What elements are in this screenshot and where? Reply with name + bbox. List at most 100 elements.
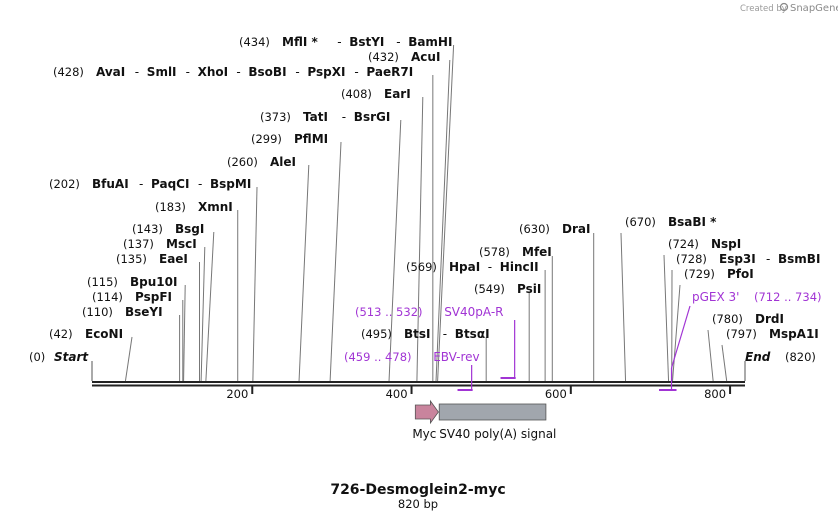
enzyme-position: (670) xyxy=(625,215,656,229)
enzyme-site-eaei[interactable]: (135) EaeI xyxy=(116,252,188,266)
enzyme-position: (434) xyxy=(239,35,270,49)
primer-name: EBV-rev xyxy=(433,350,479,364)
enzyme-position: (110) xyxy=(82,305,113,319)
enzyme-labels: (434) MflI * - BstYI - BamHI(432) AcuI(428) Ava… xyxy=(29,35,820,364)
enzyme-name: BspMI xyxy=(210,177,251,191)
enzyme-position: (260) xyxy=(227,155,258,169)
enzyme-site-mspa1i[interactable]: (797) MspA1I xyxy=(726,327,819,341)
enzyme-site-econi[interactable]: (42) EcoNI xyxy=(49,327,123,341)
enzyme-site-nspi[interactable]: (724) NspI xyxy=(668,237,741,251)
cut-line xyxy=(200,246,206,382)
enzyme-name: TatI xyxy=(303,110,328,124)
enzyme-separator: - xyxy=(354,65,358,79)
enzyme-name: SmlI xyxy=(147,65,177,79)
enzyme-name: MscI xyxy=(166,237,197,251)
primer-name: pGEX 3' xyxy=(692,290,739,304)
primer-name: SV40pA-R xyxy=(444,305,503,319)
enzyme-site-psii[interactable]: (549) PsiI xyxy=(474,282,541,296)
enzyme-site-xmni[interactable]: (183) XmnI xyxy=(155,200,233,214)
enzyme-name: AvaI xyxy=(96,65,125,79)
enzyme-site-alei[interactable]: (260) AleI xyxy=(227,155,296,169)
enzyme-name: MfeI xyxy=(522,245,552,259)
enzyme-site-end[interactable]: (820) End xyxy=(745,350,816,364)
enzyme-site-bsabi[interactable]: (670) BsaBI * xyxy=(625,215,717,229)
enzyme-name: AcuI xyxy=(411,50,440,64)
primer-pgex-3-[interactable]: pGEX 3' (712 .. 734) xyxy=(658,290,822,391)
enzyme-position: (428) xyxy=(53,65,84,79)
enzyme-name: BsmBI xyxy=(778,252,820,266)
primer-position: (712 .. 734) xyxy=(754,290,822,304)
enzyme-name: BamHI xyxy=(408,35,452,49)
enzyme-site-pfoi[interactable]: (729) PfoI xyxy=(684,267,754,281)
enzyme-lines xyxy=(91,44,746,382)
enzyme-name: NspI xyxy=(711,237,741,251)
enzyme-site-pflmi[interactable]: (299) PflMI xyxy=(251,132,328,146)
enzyme-name: MflI * xyxy=(282,35,318,49)
enzyme-position: (495) xyxy=(361,327,392,341)
enzyme-site-mfei[interactable]: (578) MfeI xyxy=(479,245,552,259)
snapgene-brand: SnapGene xyxy=(790,3,838,14)
feature-label: Myc xyxy=(412,427,436,441)
enzyme-name: PflMI xyxy=(294,132,328,146)
enzyme-site-bfuai[interactable]: (202) BfuAI - PaqCI - BspMI xyxy=(49,177,251,191)
enzyme-site-btsi[interactable]: (495) BtsI - BtsαI xyxy=(361,327,490,341)
enzyme-site-bsgi[interactable]: (143) BsgI xyxy=(132,222,204,236)
ruler-tick-label: 400 xyxy=(386,387,408,401)
enzyme-separator: - xyxy=(766,252,770,266)
enzyme-separator: - xyxy=(186,65,190,79)
enzyme-position: (408) xyxy=(341,87,372,101)
enzyme-position: (569) xyxy=(406,260,437,274)
ruler-tick-label: 800 xyxy=(704,387,726,401)
enzyme-position: (373) xyxy=(260,110,291,124)
enzyme-name: PfoI xyxy=(727,267,754,281)
enzyme-site-acui[interactable]: (432) AcuI xyxy=(368,50,440,64)
enzyme-separator: - xyxy=(337,35,341,49)
enzyme-site-avai[interactable]: (428) AvaI - SmlI - XhoI - BsoBI - PspXI - PaeR7I xyxy=(53,65,413,79)
enzyme-site-esp3i[interactable]: (728) Esp3I - BsmBI xyxy=(676,252,820,266)
enzyme-site-start[interactable]: (0) Start xyxy=(29,350,89,364)
enzyme-site-msci[interactable]: (137) MscI xyxy=(123,237,197,251)
enzyme-site-eari[interactable]: (408) EarI xyxy=(341,87,411,101)
enzyme-separator: - xyxy=(236,65,240,79)
cut-line xyxy=(435,59,451,382)
enzyme-position: (780) xyxy=(712,312,743,326)
enzyme-name: PspFI xyxy=(135,290,172,304)
map-title: 726-Desmoglein2-myc xyxy=(330,482,505,498)
enzyme-site-drai[interactable]: (630) DraI xyxy=(519,222,590,236)
enzyme-site-drdi[interactable]: (780) DrdI xyxy=(712,312,784,326)
enzyme-site-bpu10i[interactable]: (115) Bpu10I xyxy=(87,275,177,289)
enzyme-name: EarI xyxy=(384,87,411,101)
enzyme-site-mfli[interactable]: (434) MflI * - BstYI - BamHI xyxy=(239,35,452,49)
enzyme-site-bseyi[interactable]: (110) BseYI xyxy=(82,305,163,319)
enzyme-name: MspA1I xyxy=(769,327,819,341)
feature-sv40-poly-a-signal[interactable]: SV40 poly(A) signal xyxy=(438,403,556,441)
snapgene-logo-icon xyxy=(779,2,789,12)
cut-line xyxy=(329,141,342,382)
enzyme-position: (432) xyxy=(368,50,399,64)
enzyme-site-tati[interactable]: (373) TatI - BsrGI xyxy=(260,110,390,124)
enzyme-name: PaeR7I xyxy=(366,65,413,79)
primer-layer: (513 .. 532) SV40pA-R (459 .. 478) EBV-rev p… xyxy=(344,290,822,391)
enzyme-name: PsiI xyxy=(517,282,541,296)
primer-sv40pa-r[interactable]: (513 .. 532) SV40pA-R xyxy=(355,305,516,379)
cut-line xyxy=(663,254,670,382)
cut-line xyxy=(721,344,728,382)
enzyme-name: BstYI xyxy=(349,35,384,49)
primer-ebv-rev[interactable]: (459 .. 478) EBV-rev xyxy=(344,350,480,391)
enzyme-position: (137) xyxy=(123,237,154,251)
enzyme-site-pspfi[interactable]: (114) PspFI xyxy=(92,290,172,304)
cut-line xyxy=(707,329,714,382)
enzyme-site-hpai[interactable]: (569) HpaI - HincII xyxy=(406,260,539,274)
feature-myc[interactable]: Myc xyxy=(412,399,439,441)
enzyme-name: BsoBI xyxy=(248,65,286,79)
enzyme-separator: - xyxy=(139,177,143,191)
cut-line xyxy=(437,44,455,382)
enzyme-position: (135) xyxy=(116,252,147,266)
primer-position: (513 .. 532) xyxy=(355,305,423,319)
enzyme-separator: - xyxy=(135,65,139,79)
enzyme-position: (0) xyxy=(29,350,45,364)
enzyme-name: BseYI xyxy=(125,305,163,319)
enzyme-position: (183) xyxy=(155,200,186,214)
feature-layer: Myc SV40 poly(A) signal xyxy=(412,399,556,441)
